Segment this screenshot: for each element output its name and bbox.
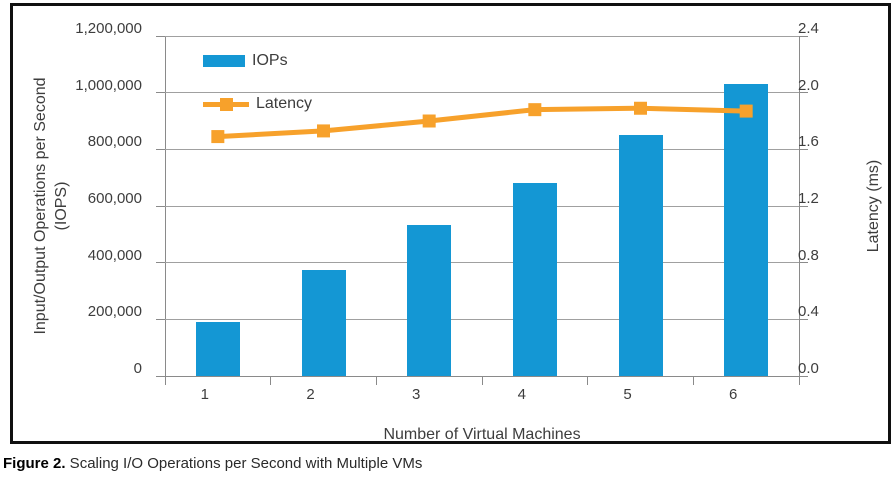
- gridline: [165, 205, 799, 207]
- iops-bar: [407, 224, 452, 376]
- legend: IOPs Latency: [203, 52, 312, 113]
- x-axis-tick: [798, 376, 800, 385]
- iops-swatch-icon: [203, 55, 245, 67]
- latency-line: [211, 101, 753, 144]
- left-axis-tick: [156, 375, 165, 377]
- left-axis-tick-label: 1,200,000: [75, 20, 142, 37]
- left-axis-tick: [156, 92, 165, 94]
- latency-marker: [317, 124, 330, 138]
- right-axis-tick-label: 0.4: [798, 303, 819, 321]
- left-axis-tick-label: 1,000,000: [75, 76, 142, 94]
- right-axis-tick-label: 0.8: [798, 246, 819, 264]
- x-tick-label: 6: [728, 386, 738, 403]
- iops-bar: [618, 134, 663, 376]
- latency-swatch-icon: [203, 97, 249, 111]
- chart-frame: Input/Output Operations per Second (IOPS…: [10, 3, 891, 444]
- plot-area: [156, 35, 808, 385]
- latency-marker: [634, 101, 647, 115]
- iops-bar: [195, 322, 240, 376]
- right-axis-tick: [799, 92, 808, 94]
- figure-caption-text: Scaling I/O Operations per Second with M…: [65, 455, 423, 472]
- gridline: [165, 318, 799, 320]
- right-axis-tick: [799, 375, 808, 377]
- iops-bar: [724, 84, 769, 376]
- right-axis-tick: [799, 35, 808, 37]
- right-axis-tick-label: 1.6: [798, 133, 819, 151]
- latency-marker: [422, 114, 436, 128]
- right-axis-tick-label: 1.2: [798, 190, 819, 207]
- latency-marker: [211, 130, 225, 144]
- iops-bar: [301, 270, 346, 376]
- x-tick-label: 5: [623, 386, 632, 403]
- legend-label-iops: IOPs: [252, 52, 288, 69]
- left-axis-tick-label: 400,000: [87, 246, 142, 264]
- latency-line-path: [217, 105, 747, 140]
- legend-label-latency: Latency: [256, 95, 313, 112]
- right-axis-tick: [799, 205, 808, 207]
- gridline: [165, 148, 799, 150]
- right-axis-tick-label: 0.0: [798, 360, 819, 377]
- gridline: [165, 262, 799, 264]
- figure-caption-label: Figure 2.: [3, 455, 66, 472]
- left-axis-tick: [156, 205, 165, 207]
- x-axis-tick: [587, 376, 589, 385]
- latency-marker: [528, 103, 542, 117]
- right-axis-tick: [799, 262, 808, 264]
- left-axis-tick: [156, 262, 165, 264]
- x-tick-label: 2: [306, 386, 315, 403]
- x-tick-label: 4: [517, 386, 526, 403]
- legend-item-latency: Latency: [203, 95, 312, 113]
- right-axis-tick: [799, 148, 808, 150]
- x-axis-tick: [692, 376, 694, 385]
- iops-bar: [512, 182, 557, 376]
- right-axis-title: Latency (ms): [865, 159, 882, 253]
- x-axis-tick: [270, 376, 272, 385]
- left-axis-tick-label: 800,000: [87, 133, 142, 151]
- left-axis-tick-label: 0: [133, 360, 142, 377]
- right-axis-tick: [799, 318, 808, 320]
- gridline: [165, 35, 799, 37]
- left-axis-tick-label: 600,000: [87, 190, 142, 207]
- legend-item-iops: IOPs: [203, 52, 312, 70]
- latency-marker: [739, 104, 753, 118]
- left-axis-tick: [156, 148, 165, 150]
- figure-caption: Figure 2. Scaling I/O Operations per Sec…: [3, 455, 422, 472]
- x-tick-label: 3: [411, 386, 421, 403]
- gridline: [165, 92, 799, 94]
- left-axis-tick-label: 200,000: [87, 303, 142, 321]
- right-axis-tick-label: 2.0: [798, 76, 819, 94]
- x-axis-tick: [375, 376, 377, 385]
- x-axis-title: Number of Virtual Machines: [383, 426, 581, 443]
- x-tick-label: 1: [200, 386, 209, 403]
- x-axis-tick: [164, 376, 166, 385]
- left-axis-tick: [156, 318, 165, 320]
- right-axis-tick-label: 2.4: [798, 20, 819, 37]
- left-axis-tick: [156, 35, 165, 37]
- x-axis-tick: [481, 376, 483, 385]
